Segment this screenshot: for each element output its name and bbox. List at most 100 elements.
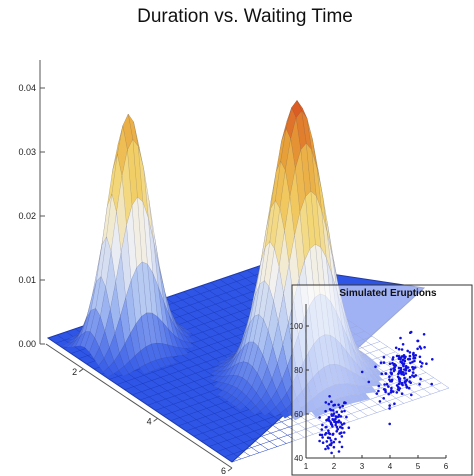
scatter-point (325, 440, 329, 443)
z-axis-ticks: 0.00 0.01 0.02 0.03 0.04 (18, 83, 45, 349)
scatter-point (340, 423, 344, 426)
scatter-point (388, 422, 392, 426)
scatter-point (397, 382, 401, 386)
scatter-point (343, 401, 346, 404)
scatter-point (389, 379, 392, 383)
scatter-point (340, 431, 343, 435)
scatter-point (331, 409, 335, 412)
scatter-point (419, 377, 422, 381)
scatter-point (388, 375, 391, 379)
scatter-point (406, 349, 410, 353)
scatter-point (407, 386, 411, 390)
scatter-point (318, 439, 321, 443)
scatter-point (324, 447, 327, 451)
surface-patch (155, 358, 167, 369)
scatter-point (407, 369, 411, 373)
surface-patch (102, 367, 114, 378)
surface-patch (139, 364, 150, 375)
scatter-point (374, 365, 377, 369)
surface-patch (235, 402, 247, 411)
inset-x-tick-label: 4 (388, 462, 393, 471)
scatter-point (382, 397, 386, 400)
scatter-point (342, 422, 346, 425)
scatter-point (324, 401, 328, 404)
scatter-point (339, 421, 343, 424)
scatter-point (405, 385, 409, 388)
scatter-point (387, 392, 391, 396)
scatter-point (332, 445, 336, 449)
scatter-point (390, 373, 393, 376)
scatter-point (393, 402, 396, 406)
scatter-point (382, 355, 386, 359)
scatter-point (336, 427, 340, 431)
scatter-point (321, 423, 324, 427)
scatter-point (330, 451, 333, 455)
scatter-point (418, 383, 421, 386)
scatter-point (338, 406, 342, 409)
scatter-point (318, 433, 322, 437)
scatter-point (324, 409, 327, 413)
scatter-point (404, 355, 407, 359)
scatter-point (334, 423, 338, 427)
scatter-point (327, 402, 331, 406)
scatter-point (339, 415, 343, 418)
scatter-point (416, 347, 419, 351)
scatter-point (345, 415, 348, 419)
scatter-point (407, 357, 410, 361)
scatter-point (397, 372, 400, 376)
scatter-point (392, 369, 396, 373)
scatter-point (408, 351, 412, 354)
scatter-point (389, 368, 393, 371)
x-tick-mark (78, 368, 84, 373)
scatter-point (333, 420, 336, 424)
scatter-point (402, 363, 405, 367)
scatter-point (403, 376, 406, 380)
chart-title: Duration vs. Waiting Time (137, 6, 353, 27)
scatter-point (403, 359, 407, 363)
scatter-point (375, 392, 379, 395)
scatter-point (378, 400, 382, 403)
scatter-point (332, 440, 336, 444)
scatter-point (392, 367, 395, 370)
scatter-point (329, 421, 333, 424)
scatter-point (400, 382, 403, 386)
inset-y-tick-label: 80 (294, 366, 303, 375)
scatter-point (409, 330, 413, 334)
scatter-point (326, 418, 329, 422)
z-tick-label: 0.04 (18, 83, 36, 93)
scatter-point (335, 430, 339, 433)
scatter-point (409, 361, 412, 365)
scatter-point (408, 375, 412, 379)
inset-x-tick-label: 6 (444, 462, 449, 471)
scatter-point (397, 388, 401, 392)
scatter-point (328, 395, 331, 398)
scatter-point (384, 372, 388, 375)
scatter-point (332, 404, 335, 407)
scatter-point (387, 385, 390, 388)
scatter-point (388, 362, 392, 366)
scatter-point (377, 389, 380, 393)
scatter-point (330, 442, 333, 445)
scatter-point (404, 367, 408, 370)
surface-patch (184, 341, 196, 349)
scatter-point (419, 360, 422, 364)
scatter-point (397, 347, 401, 351)
scatter-point (399, 336, 402, 340)
scatter-point (398, 380, 402, 383)
scatter-point (425, 362, 428, 366)
z-tick-label: 0.01 (18, 275, 36, 285)
scatter-point (383, 383, 386, 386)
scatter-point (342, 431, 346, 434)
scatter-point (388, 404, 392, 407)
surface-patch (280, 408, 291, 419)
scatter-point (419, 347, 423, 350)
scatter-point (328, 408, 332, 411)
scatter-point (324, 431, 328, 435)
scatter-point (430, 382, 434, 386)
x-axis-ticks: 2 4 6 (72, 367, 233, 476)
scatter-point (367, 380, 371, 384)
x-tick-label: 4 (147, 416, 152, 426)
x-tick-label: 6 (221, 466, 226, 476)
scatter-point (400, 348, 404, 351)
scatter-point (404, 383, 408, 386)
